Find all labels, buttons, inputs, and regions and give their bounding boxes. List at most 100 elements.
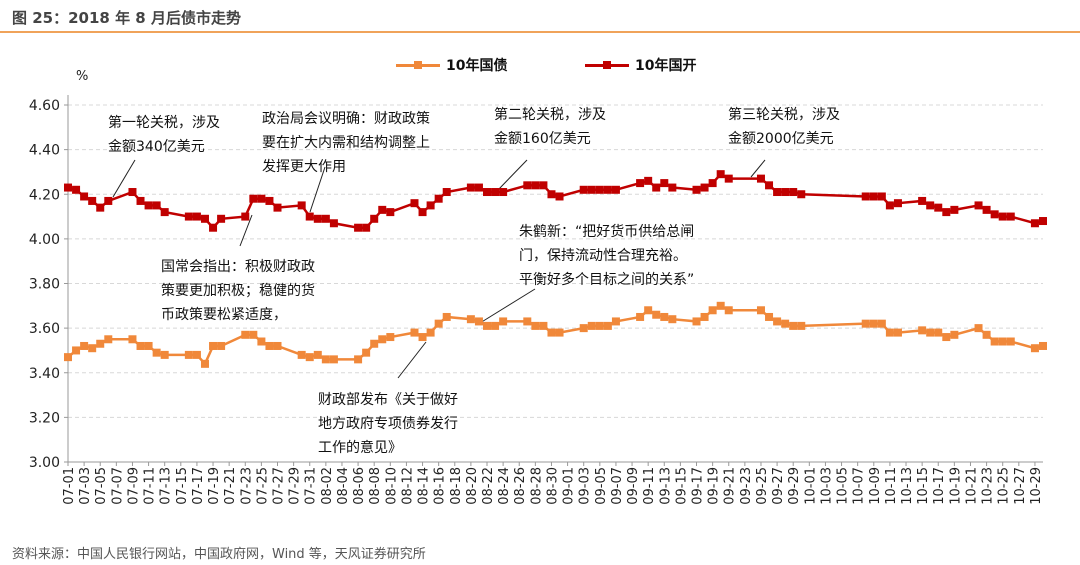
x-tick-label: 10-19 [948, 467, 963, 505]
data-point [1039, 217, 1047, 226]
data-point [797, 190, 806, 199]
data-point [313, 350, 322, 359]
data-point [72, 185, 81, 194]
annotation-line: 币政策要松紧适度， [161, 307, 287, 323]
y-tick-label: 4.00 [29, 232, 60, 248]
data-point [88, 344, 97, 353]
data-point [998, 337, 1007, 346]
x-tick-label: 08-28 [529, 467, 544, 505]
x-tick-label: 09-29 [787, 467, 802, 505]
data-point [765, 181, 774, 190]
annotation-line: 门，保持流动性合理充裕。 [519, 248, 687, 264]
annotation-line: 要在扩大内需和结构调整上 [262, 135, 430, 151]
x-tick-label: 09-01 [562, 467, 577, 505]
data-point [192, 350, 201, 359]
x-tick-label: 10-21 [964, 467, 979, 505]
data-point [869, 192, 878, 201]
data-point [80, 192, 89, 201]
x-tick-label: 08-14 [417, 467, 432, 505]
data-point [265, 341, 274, 350]
data-point [611, 185, 620, 194]
gridlines [68, 104, 1043, 463]
annotation-politburo: 政治局会议明确：财政政策 要在扩大内需和结构调整上 发挥更大作用 [262, 107, 430, 179]
y-tick-label: 4.20 [29, 187, 60, 203]
x-tick-label: 07-23 [239, 467, 254, 505]
data-point [861, 192, 870, 201]
y-tick-label: 3.40 [29, 366, 60, 382]
y-tick-label: 3.80 [29, 277, 60, 293]
annotation-line: 策要更加积极；稳健的货 [161, 283, 315, 299]
data-point [765, 312, 774, 321]
data-point [716, 170, 725, 179]
data-point [531, 181, 540, 190]
data-point [184, 350, 193, 359]
x-tick-label: 08-12 [400, 467, 415, 505]
data-point [466, 183, 475, 192]
x-tick-label: 09-07 [610, 467, 625, 505]
data-point [152, 348, 161, 357]
data-point [555, 192, 564, 201]
data-point [104, 196, 113, 205]
data-point [362, 348, 371, 357]
annotation-tariff1: 第一轮关税，涉及 金额340亿美元 [108, 111, 220, 159]
x-tick-label: 09-27 [771, 467, 786, 505]
data-point [64, 353, 72, 362]
data-point [652, 183, 661, 192]
x-tick-label: 07-31 [304, 467, 319, 505]
x-tick-label: 07-19 [207, 467, 222, 505]
x-tick-label: 10-09 [868, 467, 883, 505]
data-point [329, 219, 338, 228]
x-tick-label: 08-24 [497, 467, 512, 505]
annotation-leader-lines [112, 159, 766, 379]
data-point [990, 210, 999, 219]
leader-tariff1 [112, 159, 136, 198]
data-point [136, 196, 145, 205]
data-point [579, 324, 588, 333]
x-tick-label: 10-17 [932, 467, 947, 505]
leader-state-council [239, 214, 253, 247]
data-point [354, 355, 363, 364]
data-point [209, 223, 218, 232]
data-point [418, 333, 427, 342]
data-point [200, 214, 209, 223]
data-point [926, 201, 935, 210]
data-point [305, 353, 314, 362]
data-point [128, 188, 137, 197]
data-point [257, 194, 266, 203]
x-tick-label: 08-26 [513, 467, 528, 505]
x-tick-label: 09-23 [739, 467, 754, 505]
x-tick-label: 08-04 [336, 467, 351, 505]
x-tick-label: 07-21 [223, 467, 238, 505]
data-point [273, 203, 282, 212]
data-point [474, 317, 483, 326]
x-tick-label: 10-23 [981, 467, 996, 505]
data-point [273, 341, 282, 350]
y-tick-label: 3.60 [29, 321, 60, 337]
x-tick-label: 09-03 [578, 467, 593, 505]
data-point [893, 328, 902, 337]
x-tick-label: 07-09 [126, 467, 141, 505]
data-point [644, 176, 653, 185]
x-tick-label: 10-05 [836, 467, 851, 505]
x-tick-label: 07-11 [143, 467, 158, 505]
annotation-line: 金额2000亿美元 [728, 131, 834, 147]
x-tick-label: 07-13 [159, 467, 174, 505]
data-point [80, 341, 89, 350]
data-point [789, 321, 798, 330]
data-point [660, 312, 669, 321]
data-point [692, 185, 701, 194]
data-point [491, 321, 500, 330]
data-point [942, 333, 951, 342]
annotation-line: 国常会指出：积极财政政 [161, 259, 315, 275]
annotation-line: 财政部发布《关于做好 [318, 392, 458, 408]
data-point [362, 223, 371, 232]
data-point [160, 350, 169, 359]
x-tick-label: 07-07 [110, 467, 125, 505]
x-tick-label: 08-20 [465, 467, 480, 505]
data-point [934, 328, 943, 337]
x-tick-label: 08-22 [481, 467, 496, 505]
data-point [305, 212, 314, 221]
data-point [756, 174, 765, 183]
legend-item-10y-cdb: 10年国开 [585, 55, 696, 75]
data-point [370, 339, 379, 348]
